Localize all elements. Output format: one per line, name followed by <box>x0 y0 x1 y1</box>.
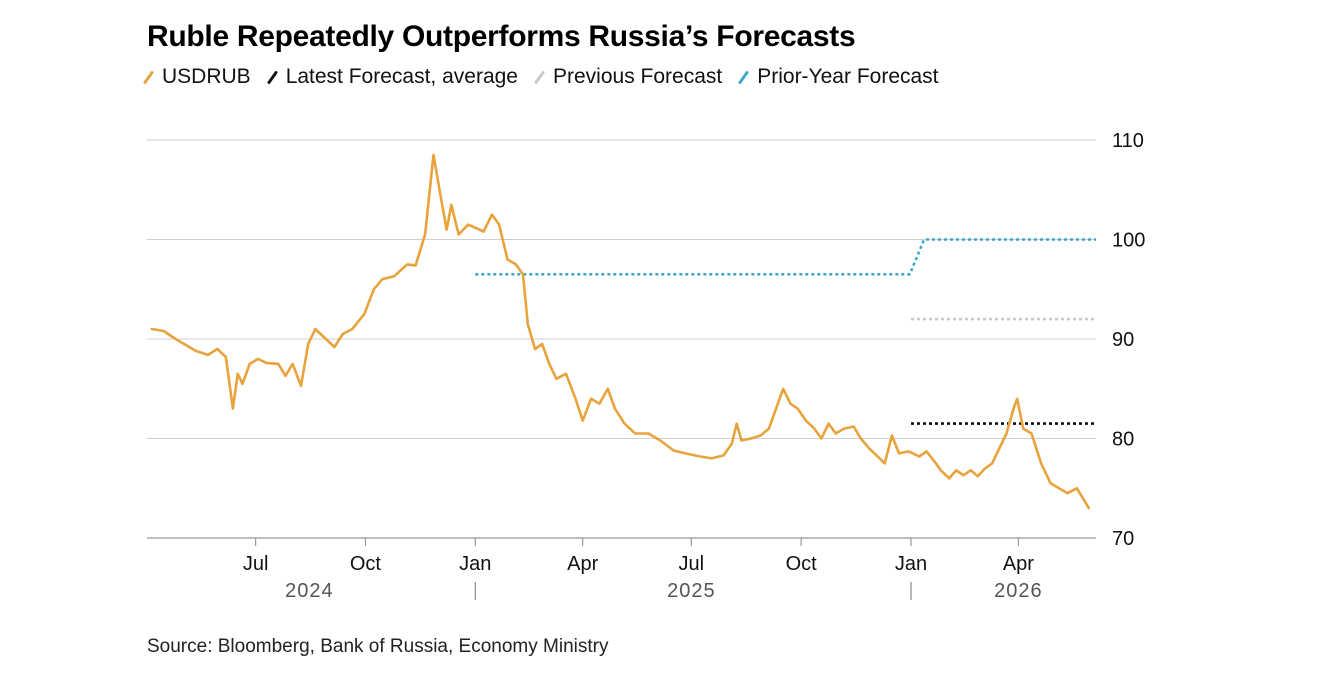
legend-label-latest-forecast: Latest Forecast, average <box>285 65 518 88</box>
y-axis: 70 80 90 100 110 <box>1112 130 1145 550</box>
chart-title: Ruble Repeatedly Outperforms Russia’s Fo… <box>147 20 856 53</box>
x-tick-label-jul-4: Jul <box>679 553 705 575</box>
year-label-2024: 2024 <box>285 580 334 602</box>
y-tick-label-90: 90 <box>1112 329 1134 351</box>
legend-item-previous-forecast: Previous Forecast <box>533 65 723 89</box>
series-prior-year-forecast <box>475 238 1096 276</box>
x-axis: Jul Oct Jan Apr Jul Oct Jan Apr 2024 2025 2026 <box>147 537 1096 602</box>
legend-label-prior-year-forecast: Prior-Year Forecast <box>757 65 939 88</box>
legend: USDRUB Latest Forecast, average Previous… <box>142 65 959 89</box>
series-usdrub <box>150 153 1091 510</box>
y-tick-label-110: 110 <box>1112 130 1144 152</box>
legend-item-usdrub: USDRUB <box>142 65 251 89</box>
x-tick-label-apr-7: Apr <box>1003 553 1034 575</box>
legend-label-usdrub: USDRUB <box>162 65 251 88</box>
legend-item-latest-forecast: Latest Forecast, average <box>266 65 518 89</box>
legend-item-prior-year-forecast: Prior-Year Forecast <box>738 65 939 89</box>
x-tick-label-oct-1: Oct <box>350 553 382 575</box>
grid-lines <box>147 139 1096 439</box>
y-tick-label-70: 70 <box>1112 528 1134 550</box>
x-tick-label-jul-0: Jul <box>243 553 269 575</box>
x-tick-label-apr-3: Apr <box>567 553 598 575</box>
x-tick-label-jan-6: Jan <box>895 553 927 575</box>
x-tick-label-jan-2: Jan <box>459 553 491 575</box>
year-label-2025: 2025 <box>667 580 716 602</box>
y-tick-label-100: 100 <box>1112 230 1145 252</box>
legend-label-previous-forecast: Previous Forecast <box>552 65 723 88</box>
year-label-2026: 2026 <box>994 580 1043 602</box>
series-group <box>150 153 1096 510</box>
source-note: Source: Bloomberg, Bank of Russia, Econo… <box>147 636 609 657</box>
y-tick-label-80: 80 <box>1112 429 1134 451</box>
x-tick-label-oct-5: Oct <box>786 553 818 575</box>
